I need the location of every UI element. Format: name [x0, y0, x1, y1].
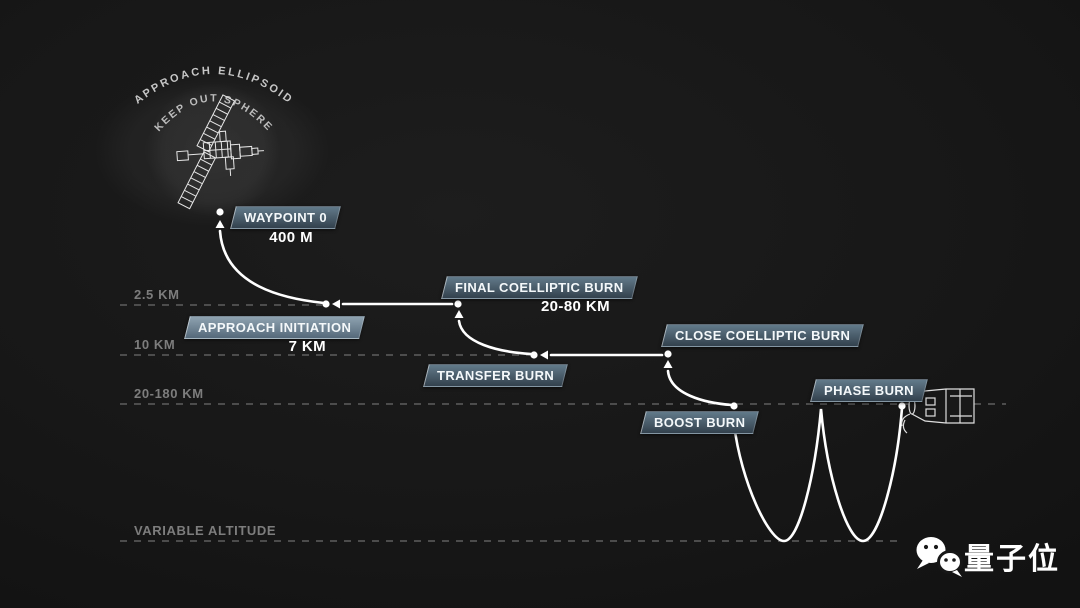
tag-close-coelliptic-burn: CLOSE COELLIPTIC BURN: [661, 324, 865, 347]
tag-approach-initiation: APPROACH INITIATION: [184, 316, 366, 339]
tag-waypoint-0: WAYPOINT 0: [230, 206, 341, 229]
value-approach-initiation: 7 KM: [288, 338, 326, 355]
tag-approach-initiation-label: APPROACH INITIATION: [198, 320, 352, 335]
transfer-to-final-path: [457, 319, 533, 356]
tag-final-coelliptic-burn-label: FINAL COELLIPTIC BURN: [455, 280, 624, 295]
value-final-coelliptic: 20-80 KM: [540, 298, 610, 315]
dragon-capsule: [901, 388, 975, 434]
tag-waypoint-0-label: WAYPOINT 0: [244, 210, 327, 225]
arrow-approach-initiation: [332, 299, 340, 309]
tag-phase-burn-label: PHASE BURN: [824, 383, 914, 398]
tag-boost-burn-label: BOOST BURN: [654, 415, 746, 430]
arrow-waypoint-0: [215, 220, 225, 228]
approach-to-waypoint-path: [218, 229, 326, 305]
dot-close-coelliptic: [664, 350, 672, 358]
arrow-final-coelliptic: [454, 310, 464, 318]
dot-final-coelliptic: [454, 300, 462, 308]
tag-transfer-burn-label: TRANSFER BURN: [437, 368, 555, 383]
value-waypoint-0: 400 M: [269, 229, 313, 246]
dot-boost-burn: [730, 402, 738, 410]
altitude-label-variable: VARIABLE ALTITUDE: [134, 523, 277, 538]
arrow-transfer-burn: [540, 350, 548, 360]
tag-boost-burn: BOOST BURN: [640, 411, 760, 434]
tag-transfer-burn: TRANSFER BURN: [423, 364, 569, 387]
trajectory-path: [218, 229, 904, 543]
phasing-loops-path: [732, 406, 904, 543]
tag-final-coelliptic-burn: FINAL COELLIPTIC BURN: [441, 276, 638, 299]
dot-phase-burn: [898, 402, 906, 410]
wechat-icon: [916, 537, 963, 577]
dot-approach-initiation: [322, 300, 330, 308]
boost-to-close-path: [666, 369, 734, 407]
altitude-label-20-180km: 20-180 KM: [134, 386, 204, 401]
arrow-close-coelliptic: [663, 360, 673, 368]
dot-transfer-burn: [530, 351, 538, 359]
tag-phase-burn: PHASE BURN: [810, 379, 928, 402]
dot-waypoint-0: [216, 208, 224, 216]
watermark-brand: 量子位: [964, 543, 1060, 576]
altitude-label-10km: 10 KM: [134, 337, 176, 352]
iss-illustration: [176, 94, 264, 210]
waypoint-dots: [216, 208, 906, 410]
altitude-lines: [120, 304, 1006, 542]
tag-close-coelliptic-burn-label: CLOSE COELLIPTIC BURN: [675, 328, 851, 343]
altitude-label-2-5km: 2.5 KM: [134, 287, 180, 302]
